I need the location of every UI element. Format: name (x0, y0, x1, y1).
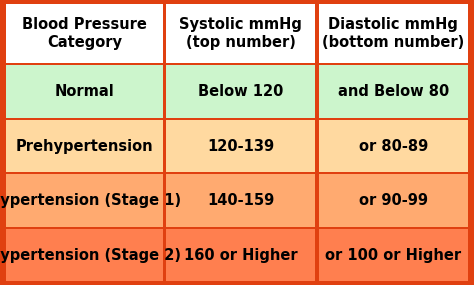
Text: Below 120: Below 120 (198, 84, 283, 99)
Text: 140-159: 140-159 (207, 193, 274, 208)
Bar (6, 4, 163, 63)
Bar (6, 120, 163, 172)
Bar (166, 120, 315, 172)
Text: or 90-99: or 90-99 (359, 193, 428, 208)
Text: Hypertension (Stage 2): Hypertension (Stage 2) (0, 248, 181, 262)
Text: Normal: Normal (55, 84, 115, 99)
Bar (319, 120, 468, 172)
Bar (319, 65, 468, 118)
Text: 160 or Higher: 160 or Higher (184, 248, 298, 262)
Text: Blood Pressure
Category: Blood Pressure Category (22, 17, 147, 50)
Text: Diastolic mmHg
(bottom number): Diastolic mmHg (bottom number) (322, 17, 465, 50)
Bar (319, 229, 468, 281)
Bar (319, 4, 468, 63)
Text: or 80-89: or 80-89 (359, 139, 428, 154)
Bar (166, 229, 315, 281)
Text: or 100 or Higher: or 100 or Higher (325, 248, 461, 262)
Text: 120-139: 120-139 (207, 139, 274, 154)
Bar (166, 174, 315, 227)
Bar (166, 4, 315, 63)
Text: and Below 80: and Below 80 (337, 84, 449, 99)
Text: Prehypertension: Prehypertension (16, 139, 154, 154)
Bar (6, 174, 163, 227)
Bar (166, 65, 315, 118)
Text: Hypertension (Stage 1): Hypertension (Stage 1) (0, 193, 181, 208)
Bar (319, 174, 468, 227)
Bar (6, 65, 163, 118)
Bar (6, 229, 163, 281)
Text: Systolic mmHg
(top number): Systolic mmHg (top number) (180, 17, 302, 50)
